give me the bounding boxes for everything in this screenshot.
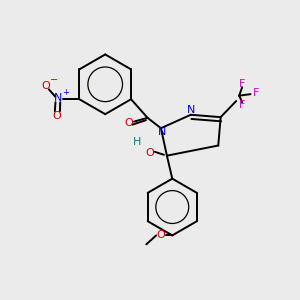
Text: F: F — [252, 88, 259, 98]
Text: O: O — [157, 230, 166, 240]
Text: −: − — [50, 75, 58, 85]
Text: O: O — [124, 118, 134, 128]
Text: F: F — [239, 79, 245, 89]
Text: +: + — [62, 88, 69, 97]
Text: N: N — [54, 93, 62, 103]
Text: H: H — [133, 137, 141, 147]
Text: F: F — [239, 100, 245, 110]
Text: N: N — [158, 127, 166, 137]
Text: O: O — [146, 148, 154, 158]
Text: O: O — [41, 81, 50, 91]
Text: O: O — [52, 111, 61, 121]
Text: N: N — [187, 105, 195, 115]
